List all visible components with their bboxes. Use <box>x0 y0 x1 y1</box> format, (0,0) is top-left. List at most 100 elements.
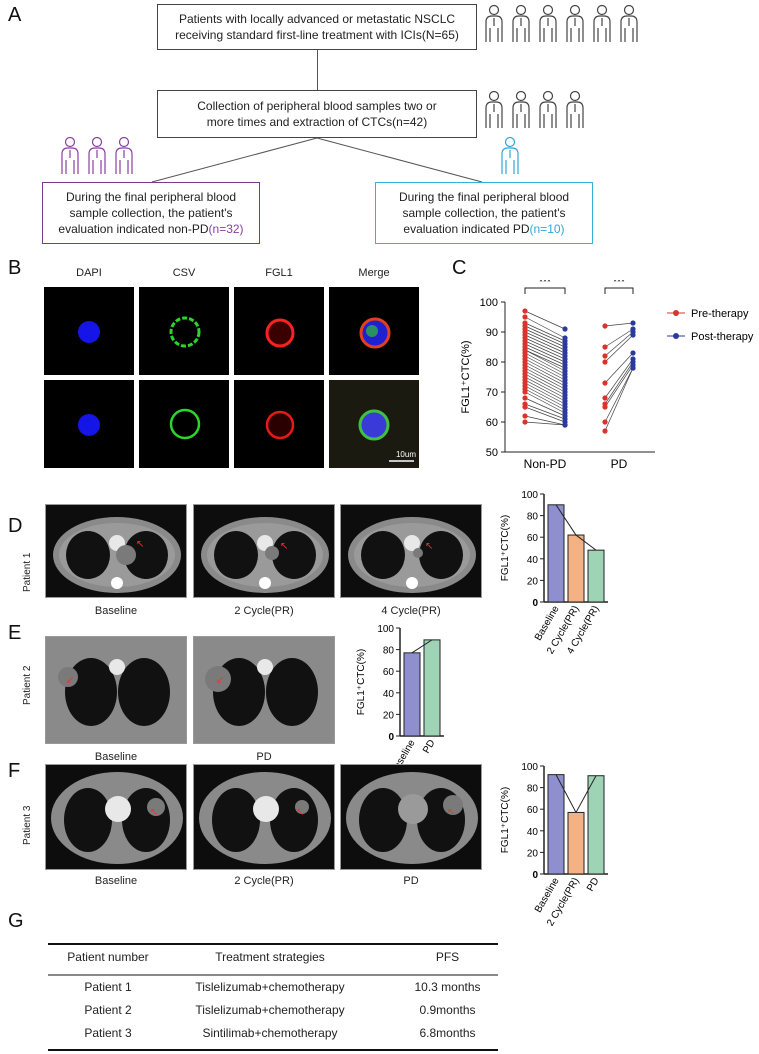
ct-caption-d-0: Baseline <box>94 605 138 617</box>
micro-scale-bar-label: 10um <box>396 450 416 459</box>
svg-text:↖: ↖ <box>280 541 288 552</box>
micro-header-dapi: DAPI <box>76 267 102 279</box>
bar-y-tick-label: 0 <box>532 870 538 881</box>
c-sig-label: *** <box>539 280 551 288</box>
c-pair-line <box>524 352 566 375</box>
panel-label-f: F <box>8 760 21 782</box>
table-cell: 0.9months <box>419 1003 476 1017</box>
c-pair-line <box>524 349 566 369</box>
c-pair-line <box>604 322 634 327</box>
c-pair-line <box>524 355 566 378</box>
ct-image-d-2cycle: ↖ <box>193 504 335 598</box>
c-point-pre <box>602 395 608 401</box>
c-pair-line <box>524 397 566 417</box>
table-header-treatment: Treatment strategies <box>215 950 325 964</box>
flow-box-patients-line1: Patients with locally advanced or metast… <box>178 12 456 26</box>
table-cell: Patient 1 <box>84 980 132 994</box>
c-pair-line <box>524 328 566 348</box>
ct-caption-f-2: PD <box>403 875 419 887</box>
c-y-label: FGL1⁺CTC(%) <box>460 340 472 413</box>
bar-trend-line <box>555 774 577 813</box>
ct-image-d-baseline: ↖ <box>45 504 187 598</box>
flow-box-non-pd-line2: sample collection, the patient's <box>69 206 233 220</box>
c-point-pre <box>602 359 608 365</box>
panel-label-g: G <box>8 910 24 932</box>
c-pair-line <box>524 325 566 345</box>
micro-header-fgl1: FGL1 <box>265 267 293 279</box>
bar-y-tick-label: 100 <box>521 762 538 773</box>
c-pair-line <box>524 331 566 351</box>
table-cell: Patient 3 <box>84 1026 132 1040</box>
ct-caption-d-2: 4 Cycle(PR) <box>381 605 441 617</box>
bar-y-tick-label: 80 <box>527 784 539 795</box>
ct-image-f-2cycle: ↖ <box>193 764 335 870</box>
c-pair-line <box>524 391 566 414</box>
bar-y-tick-label: 40 <box>527 555 539 566</box>
flow-branch-lines <box>151 137 483 183</box>
bar-trend-line <box>575 534 597 551</box>
svg-text:↖: ↖ <box>136 539 144 550</box>
flow-box-collection-line1: Collection of peripheral blood samples t… <box>197 99 437 113</box>
svg-text:↖: ↖ <box>150 807 158 818</box>
c-pair-line <box>524 337 566 357</box>
c-y-tick-label: 80 <box>486 357 498 369</box>
flow-box-pd-line2: sample collection, the patient's <box>402 206 566 220</box>
bar <box>567 811 585 875</box>
c-pair-line <box>604 367 634 432</box>
bar-y-tick-label: 20 <box>527 848 539 859</box>
svg-text:↖: ↖ <box>425 541 433 552</box>
c-point-pre <box>602 404 608 410</box>
c-pair-line <box>524 406 566 423</box>
micro-header-merge: Merge <box>358 267 390 279</box>
micro-grid: 10um <box>44 287 419 468</box>
c-y-tick-label: 100 <box>480 297 498 309</box>
bar-y-label: FGL1⁺CTC(%) <box>500 787 511 853</box>
c-legend-label: Post-therapy <box>691 331 754 343</box>
c-y-tick-label: 50 <box>486 447 498 459</box>
svg-text:↙: ↙ <box>66 675 74 686</box>
c-sig-bracket <box>604 287 634 294</box>
c-point-pre <box>602 323 608 329</box>
bar-y-tick-label: 40 <box>527 827 539 838</box>
c-pair-line <box>524 340 566 360</box>
bar-y-tick-label: 0 <box>532 598 538 609</box>
c-pair-line <box>524 310 566 330</box>
bar-y-tick-label: 100 <box>521 490 538 501</box>
table-cell: Tislelizumab+chemotherapy <box>195 1003 345 1017</box>
c-legend-marker <box>673 333 679 339</box>
c-point-post <box>630 332 636 338</box>
bar <box>587 549 605 603</box>
panel-label-a: A <box>8 4 22 26</box>
c-pair-line <box>524 370 566 393</box>
flow-box-pd: During the final peripheral blood sample … <box>375 182 593 244</box>
table-cell: Sintilimab+chemotherapy <box>202 1026 338 1040</box>
c-pair-line <box>524 415 566 426</box>
c-legend-label: Pre-therapy <box>691 308 749 320</box>
table-header-pfs: PFS <box>435 950 460 964</box>
ct-image-e-pd: ↙ <box>193 636 335 744</box>
table-cell: Tislelizumab+chemotherapy <box>195 980 345 994</box>
c-point-post <box>630 350 636 356</box>
c-point-pre <box>522 413 528 419</box>
bar <box>403 652 421 737</box>
flow-box-non-pd-line3: evaluation indicated non-PD <box>58 222 209 236</box>
bar-y-tick-label: 40 <box>383 689 395 700</box>
svg-text:↙: ↙ <box>216 675 224 686</box>
c-y-tick-label: 90 <box>486 327 498 339</box>
c-point-post <box>562 422 568 428</box>
c-point-pre <box>522 308 528 314</box>
c-pair-line <box>524 364 566 387</box>
flow-box-non-pd-count: (n=32) <box>208 222 244 236</box>
ct-image-f-pd: ↖ <box>340 764 482 870</box>
c-point-post <box>630 365 636 371</box>
c-pair-line <box>524 421 566 426</box>
c-point-pre <box>602 344 608 350</box>
chart-c: 50 60 70 80 90 100 FGL1⁺CTC(%) Non-PD *** PD *** Pr… <box>460 280 754 471</box>
c-point-pre <box>602 419 608 425</box>
c-point-pre <box>522 395 528 401</box>
flow-box-pd-line3: evaluation indicated PD <box>403 222 530 236</box>
bar-y-label: FGL1⁺CTC(%) <box>356 649 367 715</box>
